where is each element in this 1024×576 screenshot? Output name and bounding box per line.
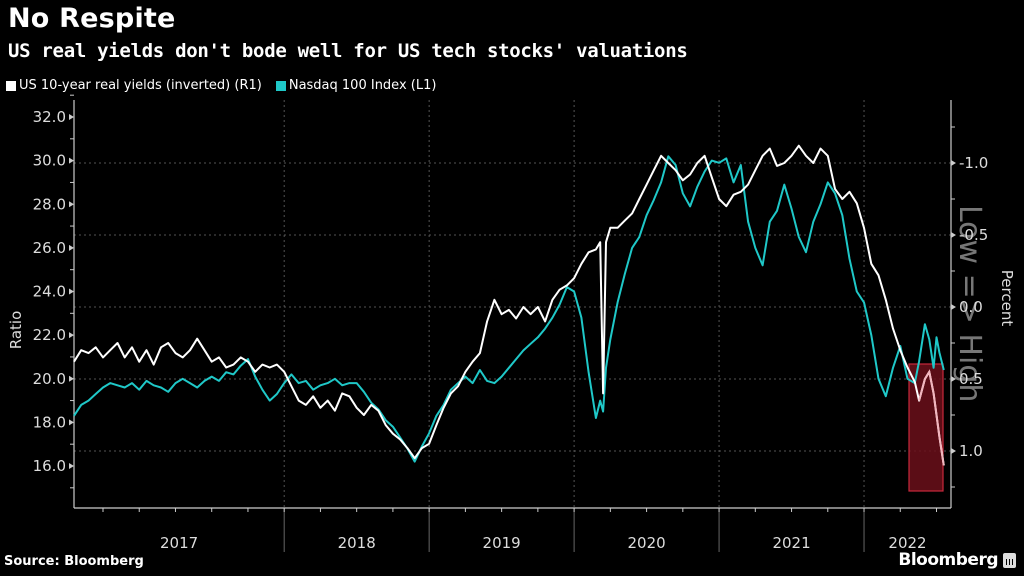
y-tick-label-left: 26.0: [33, 239, 66, 257]
y-tick-label-left: 28.0: [33, 195, 66, 213]
legend: US 10-year real yields (inverted) (R1) N…: [6, 78, 436, 93]
series-group: [73, 144, 945, 466]
chart-subtitle: US real yields don't bode well for US te…: [8, 40, 688, 62]
y-tick-left: [69, 375, 74, 382]
series-line-nasdaq: [73, 155, 945, 463]
legend-swatch-real-yields: [6, 80, 16, 91]
y-axis-label-left: Ratio: [7, 311, 25, 350]
y-tick-right: [951, 376, 956, 382]
bloomberg-logo: Bloomberg: [898, 550, 1016, 570]
y-tick-label-right: -1.0: [959, 154, 988, 172]
y-tick-right: [951, 160, 956, 166]
y-axis-label-right: Percent: [998, 270, 1016, 327]
y-tick-label-left: 20.0: [33, 370, 66, 388]
tick-labels: 16.0 18.0 20.0 22.0 24.0 26.0 28.0 30.0 32.0 -1.0…: [33, 108, 989, 552]
y-tick-left: [69, 114, 74, 120]
y-tick-label-left: 22.0: [33, 326, 66, 344]
y-tick-left: [69, 201, 74, 208]
legend-item-nasdaq: Nasdaq 100 Index (L1): [275, 78, 437, 93]
gridlines: [74, 100, 951, 508]
y-tick-left: [69, 419, 74, 426]
chart-title: No Respite: [8, 3, 176, 34]
series-line-real-yields-highlighted: [918, 369, 945, 466]
legend-swatch-nasdaq: [275, 80, 286, 91]
legend-label-real-yields: US 10-year real yields (inverted) (R1): [19, 78, 262, 93]
x-tick-label: 2021: [772, 534, 810, 552]
y-tick-left: [69, 463, 74, 469]
x-tick-label: 2020: [627, 534, 665, 552]
y-tick-label-right: 0.5: [959, 370, 983, 388]
axes: [69, 94, 956, 552]
y-tick-label-left: 30.0: [33, 152, 66, 170]
legend-item-real-yields: US 10-year real yields (inverted) (R1): [6, 78, 262, 93]
y-tick-label-left: 32.0: [33, 108, 66, 126]
y-tick-label-left: 24.0: [33, 283, 66, 301]
y-tick-label-left: 18.0: [33, 413, 66, 431]
source-note: Source: Bloomberg: [4, 554, 144, 569]
y-tick-left: [69, 288, 74, 295]
y-tick-left: [69, 332, 74, 339]
y-tick-left: [69, 157, 74, 164]
x-tick-label: 2017: [160, 534, 198, 552]
bloomberg-logo-text: Bloomberg: [898, 550, 998, 570]
y-tick-right: [951, 304, 956, 310]
y-tick-label-right: -0.5: [959, 226, 988, 244]
series-line-real-yields: [73, 144, 945, 466]
y-tick-label-left: 16.0: [33, 457, 66, 475]
annotation-low-high: Low => High: [952, 205, 987, 402]
bloomberg-terminal-icon: [1003, 552, 1016, 568]
x-tick-label: 2022: [888, 534, 926, 552]
y-tick-left: [69, 244, 74, 251]
y-tick-right: [951, 232, 956, 238]
y-tick-right: [951, 448, 956, 454]
legend-label-nasdaq: Nasdaq 100 Index (L1): [288, 78, 437, 93]
y-tick-label-right: 0.0: [959, 298, 983, 316]
x-tick-label: 2019: [483, 534, 521, 552]
x-tick-label: 2018: [338, 534, 376, 552]
y-tick-label-right: 1.0: [959, 442, 983, 460]
